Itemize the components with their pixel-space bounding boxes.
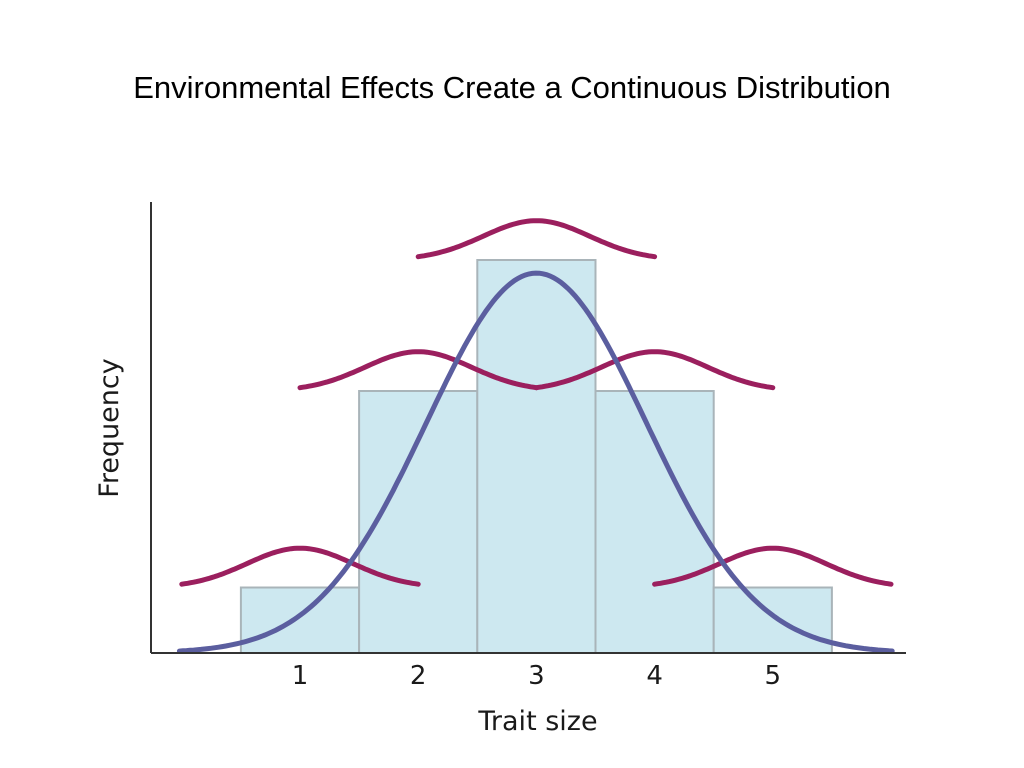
y-axis-label: Frequency [94,358,125,498]
normal-curve [176,270,895,654]
bar-1 [239,586,361,654]
bar-3 [476,259,597,654]
x-tick-label: 3 [528,661,545,691]
env-curve-1 [179,545,421,587]
bar-5 [712,586,833,654]
x-tick-labels: 1 2 3 4 5 [292,661,781,691]
env-curve-4 [533,349,776,391]
env-curve-3 [415,218,658,260]
env-curves-group [179,218,894,587]
x-tick-label: 4 [646,661,663,691]
bars-group [239,259,833,654]
normal-curve-group [176,270,895,654]
env-curve-5 [652,545,894,587]
x-tick-label: 1 [292,661,309,691]
chart-title: Environmental Effects Create a Continuou… [133,70,891,105]
x-tick-label: 5 [765,661,782,691]
x-tick-label: 2 [410,661,427,691]
env-curve-2 [297,349,539,391]
x-axis-label: Trait size [477,706,597,737]
